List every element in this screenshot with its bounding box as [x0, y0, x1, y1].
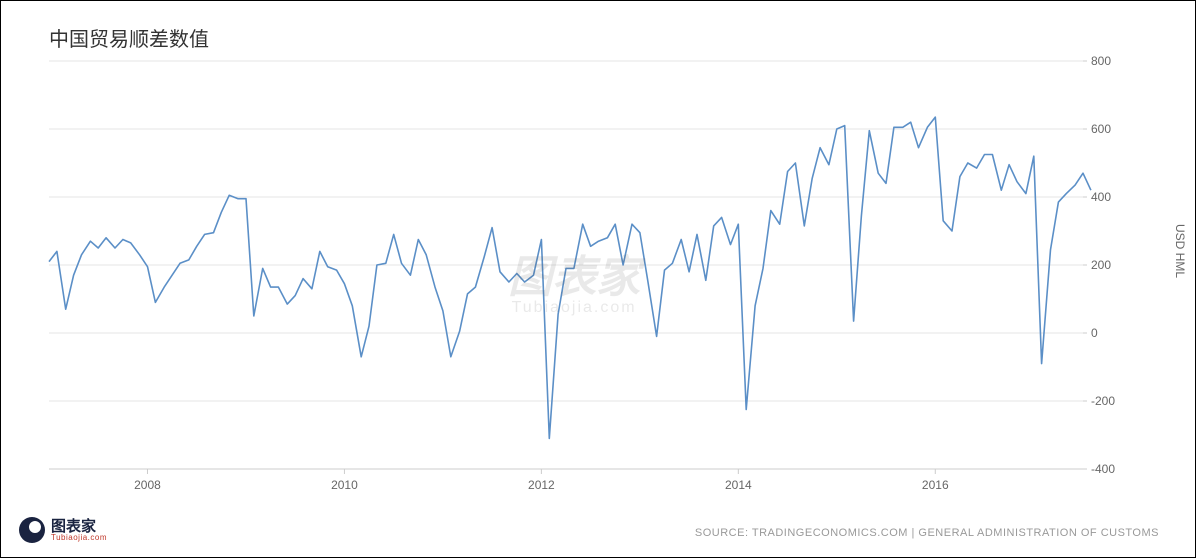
svg-text:2010: 2010 — [331, 478, 358, 492]
svg-text:400: 400 — [1091, 190, 1111, 204]
y-axis-label: USD HML — [1173, 224, 1187, 278]
svg-text:800: 800 — [1091, 54, 1111, 68]
svg-text:-200: -200 — [1091, 394, 1115, 408]
chart-title: 中国贸易顺差数值 — [49, 23, 209, 52]
svg-text:2012: 2012 — [528, 478, 555, 492]
chart-container: 中国贸易顺差数值 -400 -200 0 200 400 600 800 2008 2010 20… — [1, 1, 1195, 557]
logo-main: 图表家 — [51, 519, 107, 534]
svg-text:-400: -400 — [1091, 462, 1115, 476]
brand-logo: 图表家 Tubiaojia.com — [19, 517, 107, 543]
svg-text:2008: 2008 — [134, 478, 161, 492]
logo-text: 图表家 Tubiaojia.com — [51, 519, 107, 542]
svg-text:600: 600 — [1091, 122, 1111, 136]
svg-text:2014: 2014 — [725, 478, 752, 492]
svg-text:2016: 2016 — [922, 478, 949, 492]
logo-sub: Tubiaojia.com — [51, 534, 107, 542]
source-attribution: SOURCE: TRADINGECONOMICS.COM | GENERAL A… — [695, 527, 1159, 539]
svg-text:200: 200 — [1091, 258, 1111, 272]
svg-text:0: 0 — [1091, 326, 1098, 340]
logo-icon — [19, 517, 45, 543]
chart-plot: -400 -200 0 200 400 600 800 2008 2010 2012 2014 201… — [39, 51, 1123, 499]
